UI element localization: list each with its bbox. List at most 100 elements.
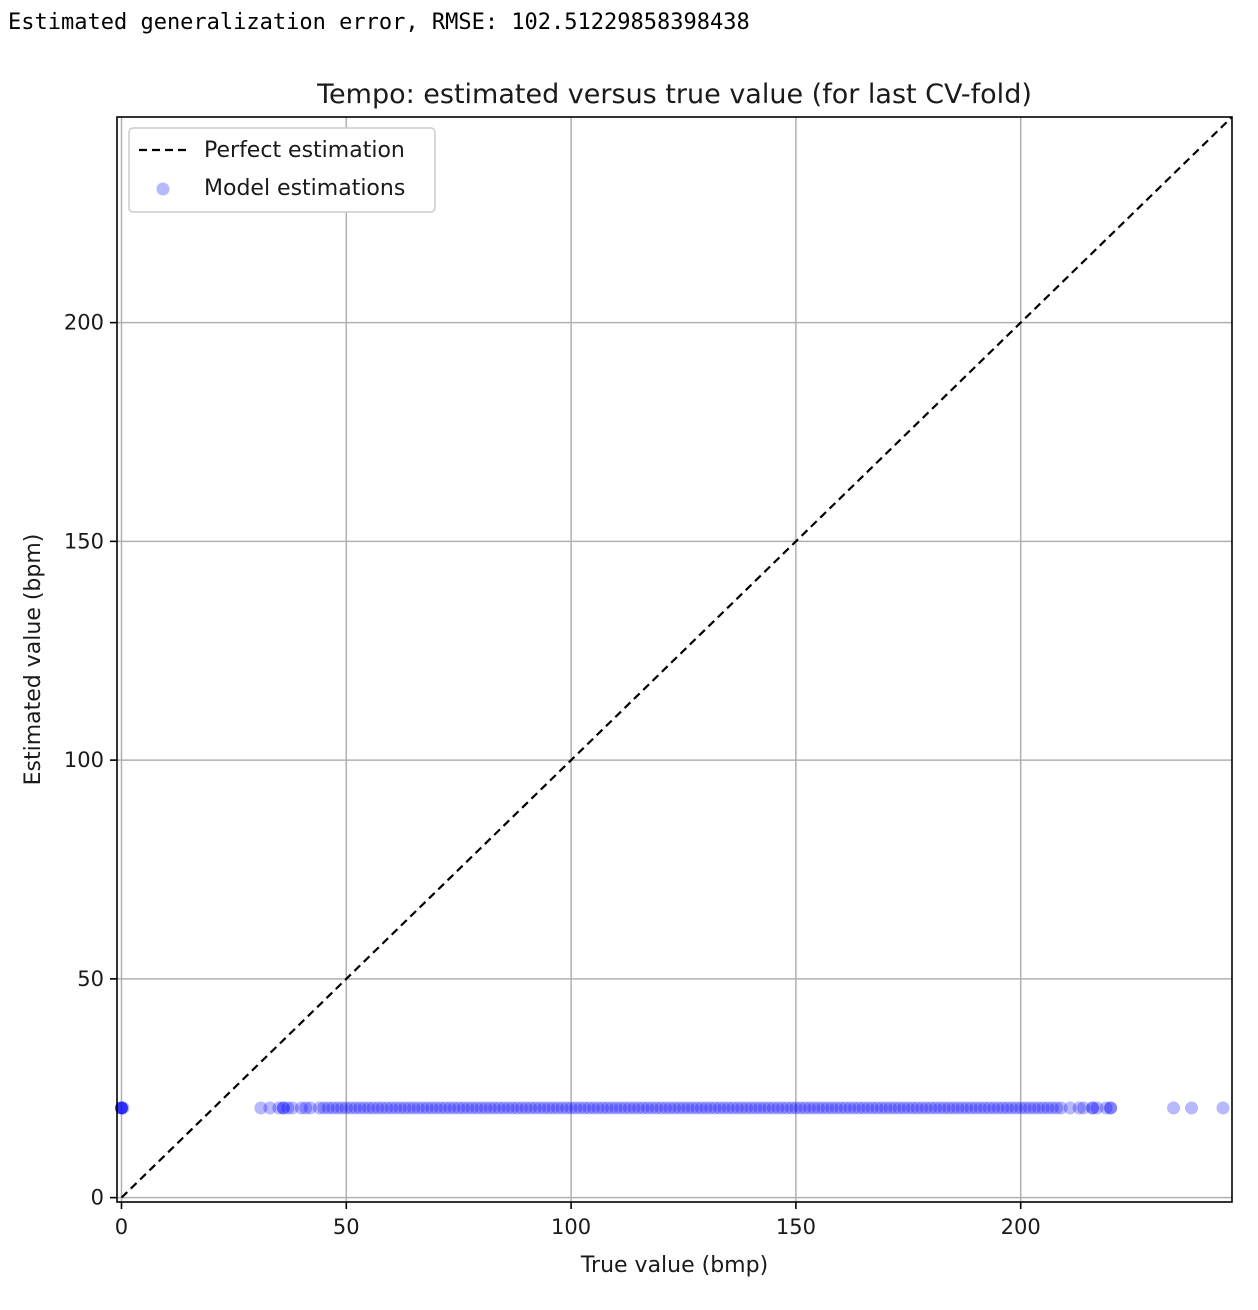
scatter-point: [456, 1101, 470, 1115]
scatter-point: [560, 1101, 574, 1115]
scatter-point: [816, 1101, 830, 1115]
scatter-point: [852, 1101, 866, 1115]
scatter-point: [398, 1101, 412, 1115]
perfect-estimation-line: [120, 116, 1233, 1199]
scatter-point: [1045, 1101, 1059, 1115]
scatter-point: [632, 1101, 646, 1115]
scatter-point: [775, 1101, 789, 1115]
scatter-point: [906, 1101, 920, 1115]
scatter-point: [330, 1101, 344, 1115]
scatter-point: [753, 1101, 767, 1115]
scatter-point: [312, 1101, 326, 1115]
scatter-point: [717, 1101, 731, 1115]
chart-title: Tempo: estimated versus true value (for …: [316, 79, 1032, 110]
scatter-point: [703, 1101, 717, 1115]
perfect-estimation-series: [120, 116, 1233, 1199]
y-axis-label: Estimated value (bpm): [21, 534, 46, 786]
scatter-point: [1090, 1101, 1104, 1115]
chart-legend: Perfect estimation Model estimations: [128, 127, 436, 213]
scatter-point: [389, 1101, 403, 1115]
scatter-point: [1009, 1101, 1023, 1115]
scatter-point: [114, 1101, 128, 1115]
scatter-point: [766, 1101, 780, 1115]
scatter-point: [829, 1101, 843, 1115]
scatter-point: [978, 1101, 992, 1115]
scatter-point: [416, 1101, 430, 1115]
scatter-point: [820, 1101, 834, 1115]
scatter-point: [681, 1101, 695, 1115]
x-tick-label: 150: [776, 1215, 816, 1239]
scatter-point: [371, 1101, 385, 1115]
scatter-point: [1086, 1101, 1100, 1115]
scatter-point: [600, 1101, 614, 1115]
scatter-point: [1072, 1101, 1086, 1115]
scatter-point: [847, 1101, 861, 1115]
scatter-point: [1023, 1101, 1037, 1115]
scatter-point: [407, 1101, 421, 1115]
scatter-point: [1167, 1101, 1181, 1115]
scatter-point: [375, 1101, 389, 1115]
y-tick-label: 200: [64, 311, 104, 335]
scatter-point: [281, 1101, 295, 1115]
scatter-point: [384, 1101, 398, 1115]
scatter-point: [645, 1101, 659, 1115]
scatter-point: [344, 1101, 358, 1115]
scatter-point: [919, 1101, 933, 1115]
x-axis-label: True value (bmp): [580, 1253, 768, 1278]
scatter-point: [690, 1101, 704, 1115]
scatter-point: [524, 1101, 538, 1115]
scatter-point: [582, 1101, 596, 1115]
scatter-point: [609, 1101, 623, 1115]
scatter-point: [479, 1101, 493, 1115]
scatter-point: [951, 1101, 965, 1115]
scatter-point: [420, 1101, 434, 1115]
scatter-point: [564, 1101, 578, 1115]
scatter-point: [515, 1101, 529, 1115]
scatter-point: [114, 1101, 128, 1115]
scatter-point: [676, 1101, 690, 1115]
scatter-point: [856, 1101, 870, 1115]
scatter-point: [960, 1101, 974, 1115]
scatter-point: [429, 1101, 443, 1115]
scatter-point: [276, 1101, 290, 1115]
scatter-point: [946, 1101, 960, 1115]
scatter-point: [294, 1101, 308, 1115]
scatter-point: [901, 1101, 915, 1115]
scatter-point: [825, 1101, 839, 1115]
scatter-point: [1050, 1101, 1064, 1115]
legend-label-model-estimations: Model estimations: [204, 176, 405, 201]
scatter-point: [362, 1101, 376, 1115]
scatter-point: [1216, 1101, 1230, 1115]
scatter-point: [587, 1101, 601, 1115]
scatter-point: [348, 1101, 362, 1115]
grid-lines: [117, 117, 1232, 1202]
scatter-point: [1054, 1101, 1068, 1115]
scatter-point: [924, 1101, 938, 1115]
scatter-point: [1032, 1101, 1046, 1115]
scatter-point: [865, 1101, 879, 1115]
scatter-point: [353, 1101, 367, 1115]
scatter-point: [668, 1101, 681, 1115]
scatter-point: [888, 1101, 902, 1115]
scatter-point: [443, 1101, 457, 1115]
scatter-point: [771, 1101, 785, 1115]
scatter-point: [276, 1101, 290, 1115]
scatter-point: [569, 1101, 583, 1115]
scatter-point: [546, 1101, 560, 1115]
scatter-point: [879, 1101, 893, 1115]
scatter-point: [474, 1101, 488, 1115]
scatter-point: [605, 1101, 619, 1115]
scatter-point: [955, 1101, 969, 1115]
scatter-point: [915, 1101, 929, 1115]
scatter-point: [933, 1101, 947, 1115]
legend-label-perfect-estimation: Perfect estimation: [204, 138, 405, 163]
scatter-point: [982, 1101, 996, 1115]
scatter-point: [339, 1101, 353, 1115]
scatter-point: [883, 1101, 897, 1115]
scatter-point: [1027, 1101, 1041, 1115]
scatter-point: [591, 1101, 605, 1115]
scatter-point: [263, 1101, 277, 1115]
scatter-point: [1005, 1101, 1019, 1115]
scatter-point: [114, 1101, 128, 1115]
scatter-point: [910, 1101, 924, 1115]
